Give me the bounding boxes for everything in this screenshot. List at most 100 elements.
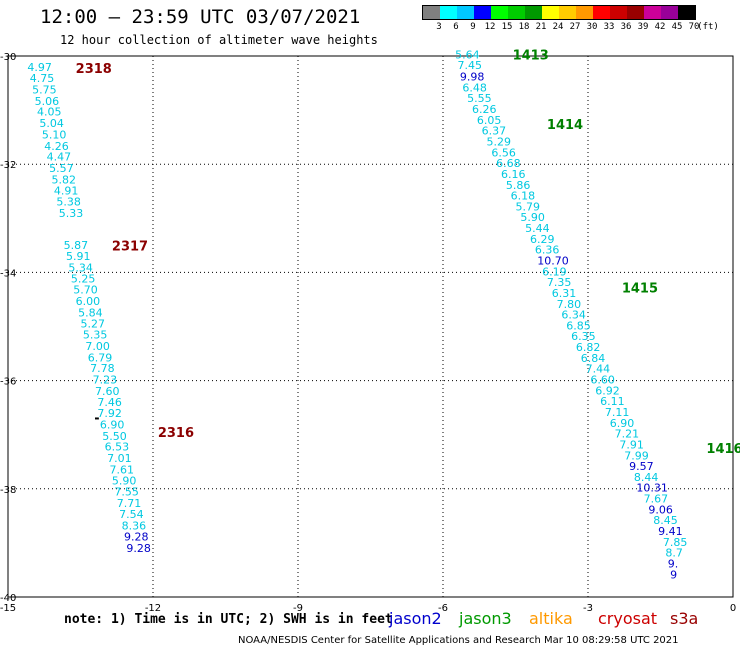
- longitude-tick-label: -9: [293, 603, 303, 614]
- wave-height-value: 5.64: [455, 48, 480, 61]
- footer-note: note: 1) Time is in UTC; 2) SWH is in fe…: [64, 612, 393, 627]
- scale-swatch: [457, 6, 474, 19]
- wave-height-value: 5.34: [68, 262, 93, 275]
- wave-height-value: 7.00: [85, 340, 110, 353]
- satellite-legend-jason2: jason2: [389, 609, 442, 628]
- wave-height-value: 7.45: [458, 59, 483, 72]
- wave-height-value: 7.55: [114, 486, 139, 499]
- wave-height-value: 9.28: [126, 542, 150, 555]
- scale-unit: (ft): [697, 22, 719, 32]
- wave-height-value: 5.50: [102, 430, 127, 443]
- wave-height-value: 9.98: [460, 71, 485, 84]
- scale-label: 70: [688, 22, 700, 32]
- scale-label: 12: [484, 22, 496, 32]
- wave-height-value: 6.35: [571, 330, 596, 343]
- scale-swatch: [559, 6, 576, 19]
- wave-height-value: 5.04: [39, 117, 64, 130]
- wave-height-value: 6.37: [482, 125, 507, 138]
- scale-swatch: [474, 6, 491, 19]
- wave-height-value: 6.90: [100, 418, 125, 431]
- pass-time-label: 1414: [547, 118, 583, 133]
- wave-height-value: 5.87: [64, 239, 88, 252]
- scale-label: 33: [603, 22, 615, 32]
- wave-height-value: 7.21: [615, 428, 640, 441]
- wave-height-value: 6.60: [590, 374, 615, 387]
- wave-height-value: 5.79: [516, 200, 541, 213]
- map-title: 12:00 – 23:59 UTC 03/07/2021: [40, 6, 361, 28]
- wave-height-value: 7.35: [547, 276, 572, 289]
- wave-height-value: 7.44: [586, 363, 611, 376]
- pass-time-label: 1416: [706, 442, 740, 457]
- wave-height-value: 6.34: [561, 309, 586, 322]
- longitude-tick-label: -15: [0, 603, 16, 614]
- wave-height-value: 5.25: [71, 272, 96, 285]
- scale-swatch: [661, 6, 678, 19]
- longitude-tick-label: 0: [730, 603, 736, 614]
- scale-label: 24: [552, 22, 564, 32]
- scale-swatch: [678, 6, 695, 19]
- wave-height-value: 7.46: [97, 396, 122, 409]
- wave-height-value: 4.75: [30, 72, 55, 85]
- wave-height-value: 6.85: [566, 319, 591, 332]
- pass-time-label: 2318: [76, 62, 112, 77]
- wave-height-value: 4.47: [47, 151, 72, 164]
- wave-height-value: 7.71: [117, 497, 142, 510]
- scale-label: 39: [637, 22, 649, 32]
- longitude-tick-label: -12: [145, 603, 161, 614]
- wave-height-value: 6.53: [105, 441, 129, 454]
- wave-height-value: 7.91: [619, 438, 644, 451]
- satellite-legend-s3a: s3a: [670, 609, 699, 628]
- scale-swatch: [440, 6, 457, 19]
- wave-height-value: 5.86: [506, 179, 531, 192]
- map-frame: [7, 55, 734, 598]
- scale-swatch: [610, 6, 627, 19]
- pass-time-label: 1413: [513, 48, 549, 63]
- color-scale-labels: 3 6 9 12 15 18 21 24 27 30 33 36 39 42 45 70 (ft): [422, 20, 719, 34]
- scale-label: 18: [518, 22, 530, 32]
- wave-height-value: 6.18: [511, 190, 535, 203]
- scale-label: 30: [586, 22, 598, 32]
- wave-height-value: 10.70: [537, 254, 569, 267]
- wave-height-value: 8.36: [122, 520, 147, 533]
- scale-swatch: [644, 6, 661, 19]
- wave-height-value: 6.48: [462, 81, 487, 94]
- pass-time-label: 2317: [112, 239, 148, 254]
- wave-height-value: 7.92: [97, 407, 122, 420]
- wave-height-value: 4.26: [44, 140, 69, 153]
- scale-swatch: [593, 6, 610, 19]
- wave-height-value: 9.: [668, 557, 679, 570]
- scale-swatch: [525, 6, 542, 19]
- wave-height-value: 6.56: [491, 146, 516, 159]
- wave-height-value: 6.26: [472, 103, 497, 116]
- wave-height-value: 6.16: [501, 168, 526, 181]
- wave-height-value: 7.67: [644, 493, 669, 506]
- latitude-tick-label: -36: [0, 377, 16, 388]
- wave-height-value: 6.00: [76, 295, 101, 308]
- satellite-legend-jason3: jason3: [459, 609, 512, 628]
- wave-height-value: 5.70: [73, 284, 98, 297]
- scale-label: 45: [671, 22, 683, 32]
- wave-height-value: 8.45: [653, 514, 678, 527]
- scale-label: 36: [620, 22, 632, 32]
- wave-height-value: 5.90: [112, 475, 136, 488]
- scale-swatch: [423, 6, 440, 19]
- wave-height-value: 6.05: [477, 114, 502, 127]
- wave-height-value: 7.01: [107, 452, 132, 465]
- wave-height-value: 5.06: [35, 95, 60, 108]
- wave-height-value: 5.91: [66, 250, 91, 263]
- wave-height-value: 7.80: [557, 298, 582, 311]
- map-subtitle: 12 hour collection of altimeter wave hei…: [60, 33, 378, 47]
- wave-height-value: 9.41: [658, 525, 683, 538]
- scale-label: 3: [436, 22, 442, 32]
- scale-label: 6: [453, 22, 459, 32]
- scale-label: 21: [535, 22, 547, 32]
- satellite-legend-altika: altika: [529, 609, 573, 628]
- longitude-tick-label: -6: [438, 603, 448, 614]
- wave-height-value: 9.28: [124, 530, 149, 543]
- wave-height-value: 5.90: [520, 211, 545, 224]
- scale-label: 15: [501, 22, 513, 32]
- wave-height-value: 8.44: [634, 471, 659, 484]
- wave-height-value: 9: [670, 568, 677, 581]
- latitude-tick-label: -34: [0, 268, 16, 279]
